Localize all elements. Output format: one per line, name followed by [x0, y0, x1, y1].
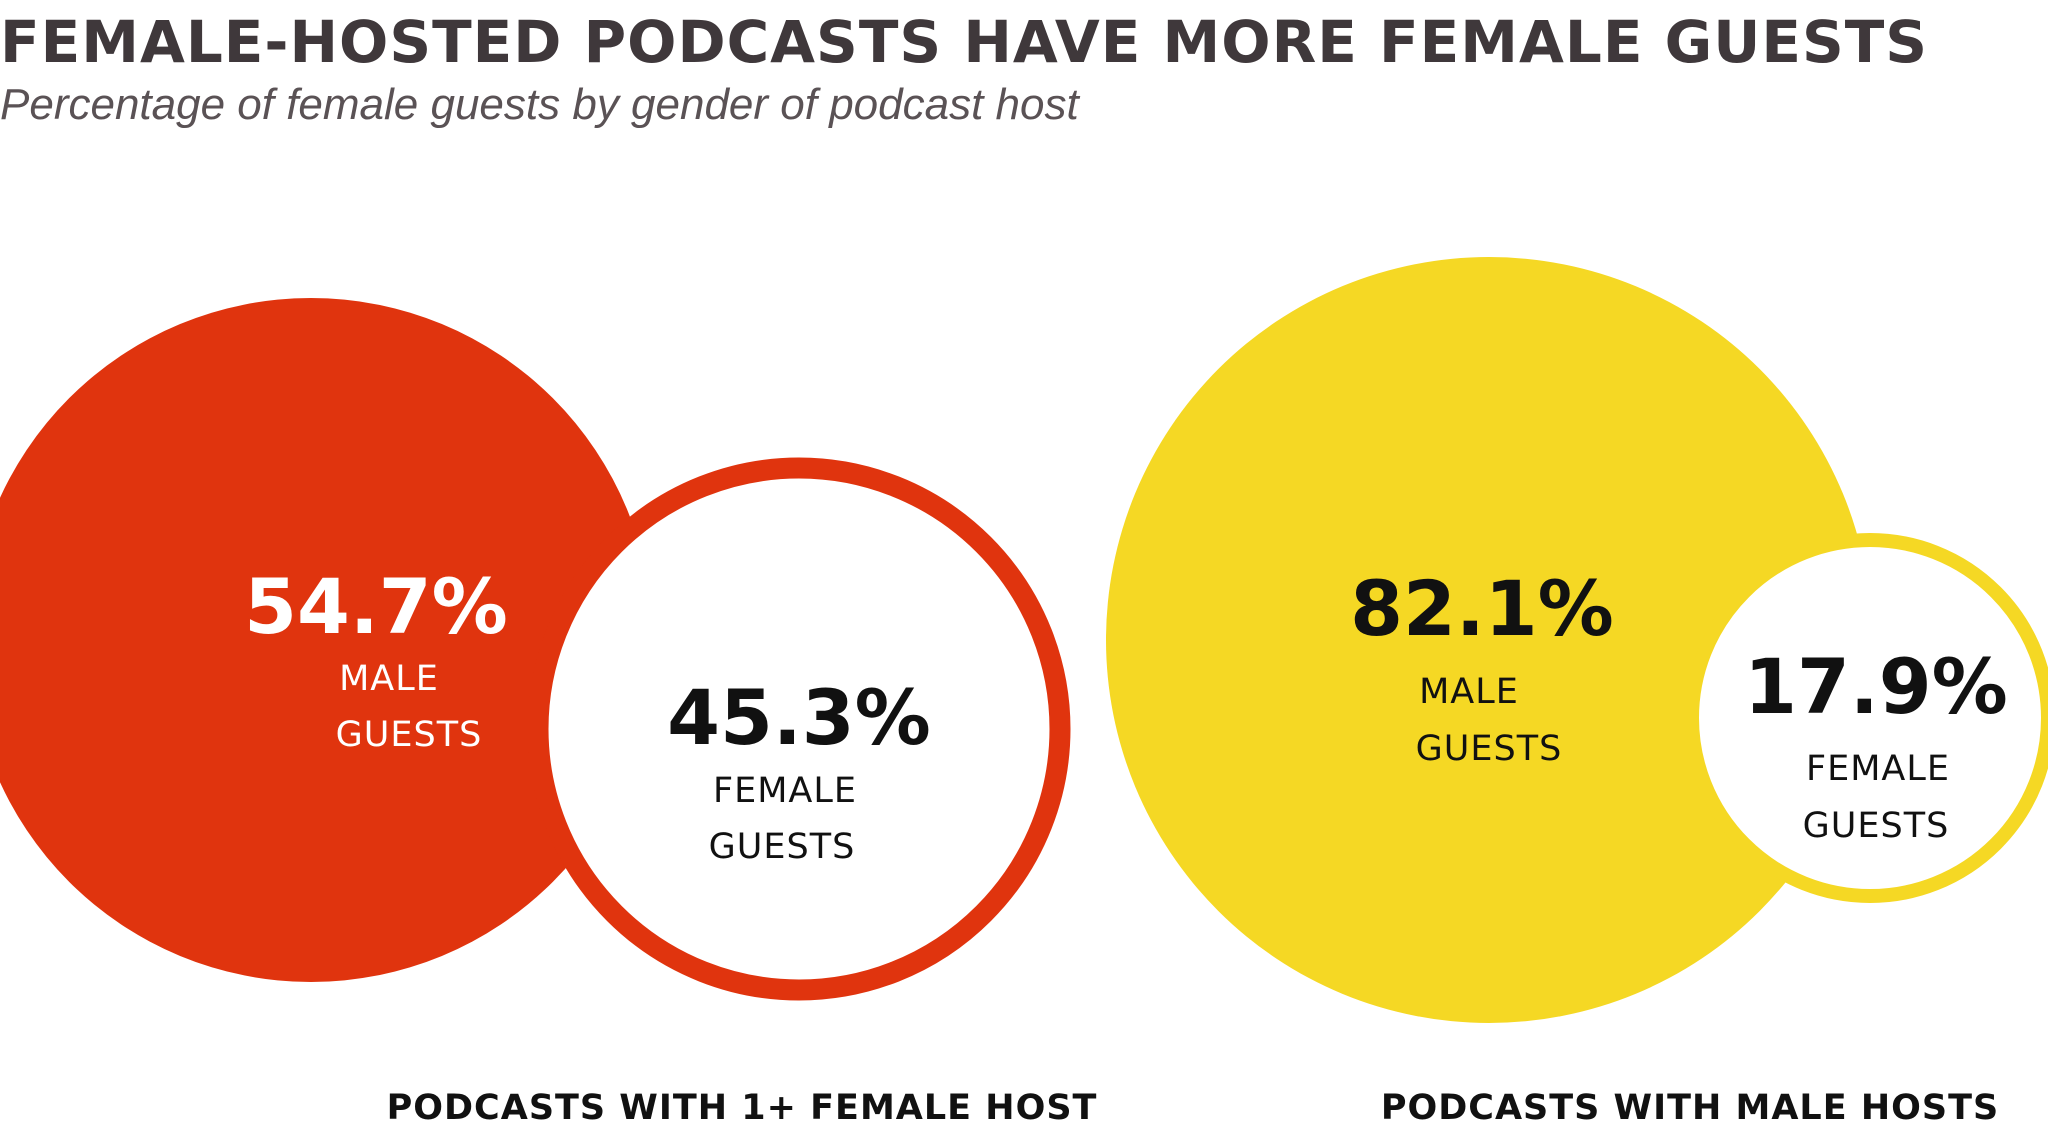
female-guests-label-line2: GUESTS — [709, 827, 856, 867]
group-male-hosts: 82.1% MALE GUESTS 17.9% FEMALE GUESTS PO… — [1106, 257, 2048, 1128]
female-guests-label-line1: FEMALE — [1806, 749, 1950, 789]
male-guests-label-line2: GUESTS — [336, 715, 483, 755]
male-guests-bubble-male-hosts — [1106, 257, 1872, 1023]
male-guests-label-line2: GUESTS — [1416, 729, 1563, 769]
male-guests-bubble-female-host — [0, 298, 653, 982]
chart-subtitle: Percentage of female guests by gender of… — [0, 80, 1079, 129]
female-guests-bubble-male-hosts — [1685, 533, 2048, 903]
female-guests-bubble-female-host — [527, 457, 1071, 1001]
male-guests-label-line1: MALE — [339, 659, 439, 699]
group-label-male-hosts: PODCASTS WITH MALE HOSTS — [1381, 1088, 1999, 1128]
female-guests-label-line2: GUESTS — [1803, 806, 1950, 846]
male-guests-percent-label: 82.1% — [1350, 564, 1614, 653]
group-female-host: 54.7% MALE GUESTS 45.3% FEMALE GUESTS PO… — [0, 298, 1098, 1128]
female-guests-percent-label: 45.3% — [667, 673, 931, 762]
female-guests-label-line1: FEMALE — [713, 771, 857, 811]
male-guests-label-line1: MALE — [1419, 672, 1519, 712]
male-guests-percent-label: 54.7% — [244, 562, 508, 651]
female-guests-percent-label: 17.9% — [1744, 642, 2008, 731]
chart-title: FEMALE-HOSTED PODCASTS HAVE MORE FEMALE … — [0, 8, 1929, 76]
group-label-female-host: PODCASTS WITH 1+ FEMALE HOST — [387, 1088, 1098, 1128]
